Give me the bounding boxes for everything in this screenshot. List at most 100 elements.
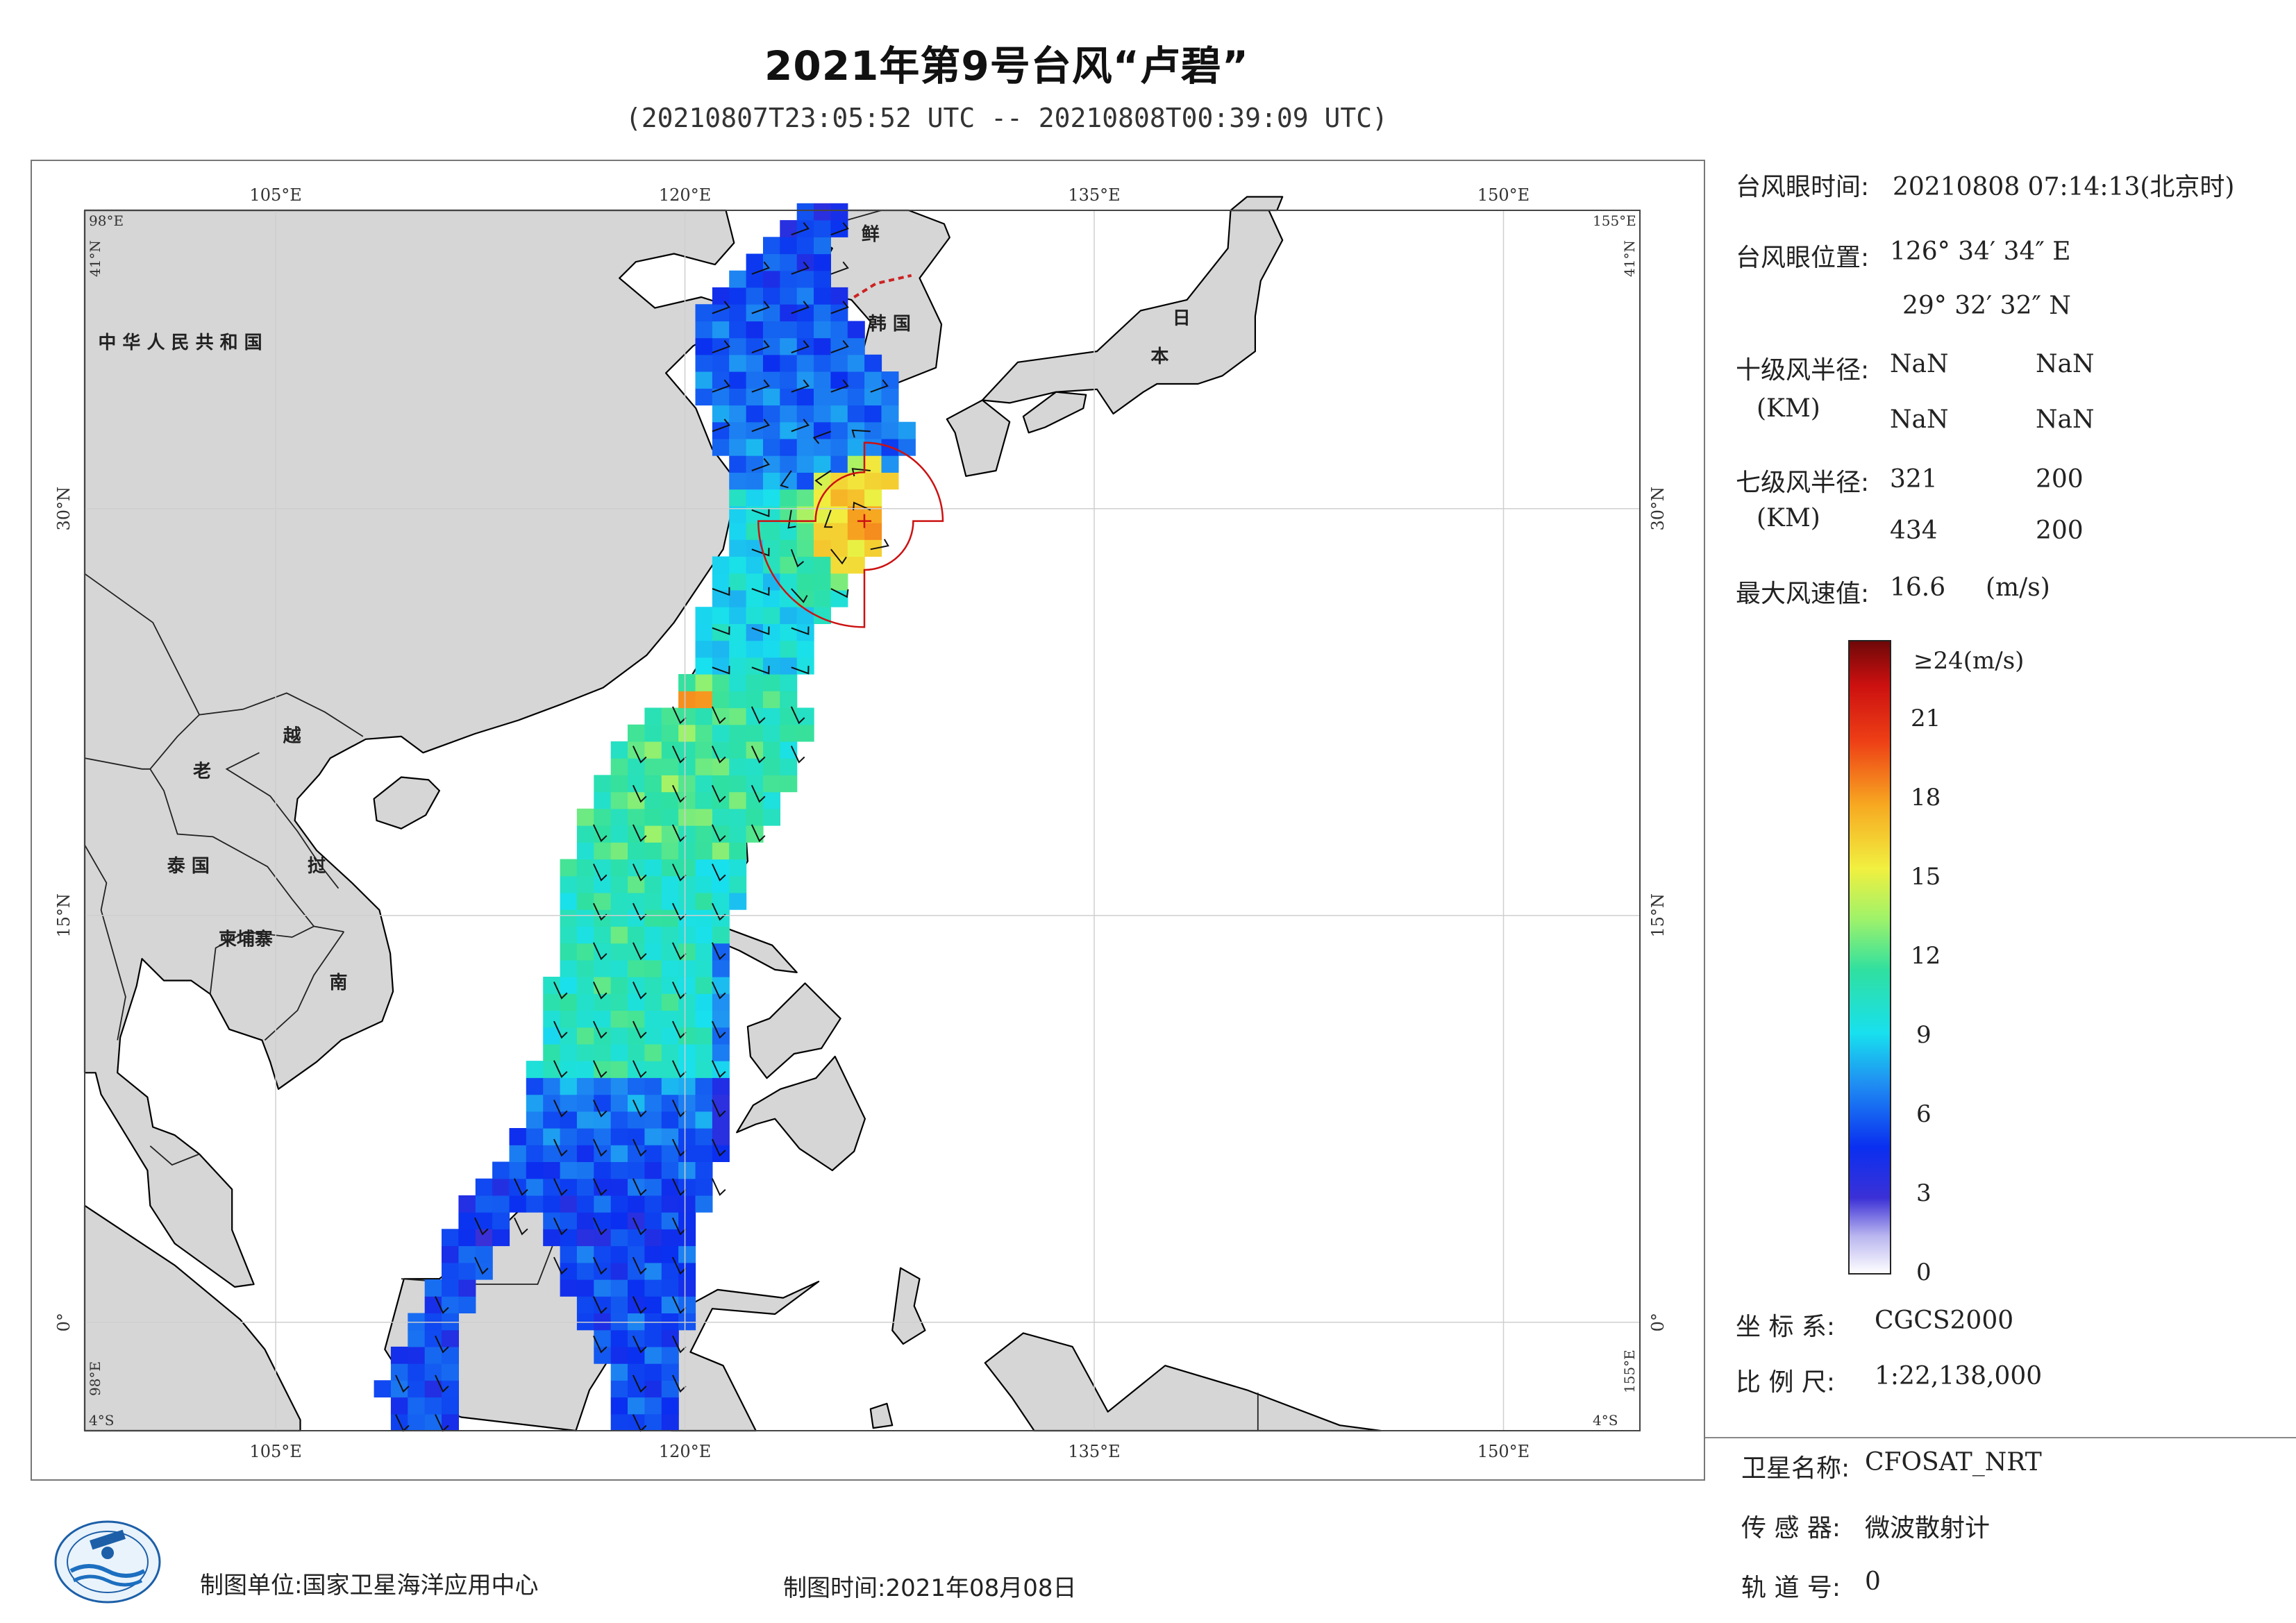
wind-barb — [751, 587, 770, 596]
wind-cell — [780, 405, 798, 423]
wind-cell — [594, 1313, 612, 1331]
wind-cell — [661, 1128, 679, 1145]
r7-label: 七级风半径: — [1736, 469, 1870, 497]
wind-cell — [475, 1245, 493, 1263]
lon-tick-label-bottom: 120°E — [659, 1442, 711, 1461]
wind-cell — [712, 1077, 730, 1095]
colorbar-tick-label: 18 — [1911, 784, 1941, 812]
wind-cell — [610, 1296, 628, 1313]
wind-cell — [695, 657, 713, 675]
wind-cell — [763, 707, 780, 725]
wind-barb — [395, 1374, 410, 1393]
wind-cell — [628, 1212, 645, 1229]
wind-cell — [729, 489, 747, 507]
wind-cell — [712, 842, 730, 860]
wind-cell — [644, 1229, 662, 1247]
wind-cell — [898, 438, 916, 456]
wind-cell — [830, 321, 848, 339]
wind-cell — [594, 1229, 612, 1247]
wind-cell — [661, 741, 679, 759]
wind-cell — [442, 1245, 459, 1263]
wind-cell — [780, 287, 798, 305]
wind-cell — [442, 1380, 459, 1398]
wind-cell — [746, 573, 764, 591]
wind-cell — [712, 808, 730, 826]
wind-cell — [796, 421, 814, 439]
wind-barb — [711, 784, 726, 803]
wind-barb — [830, 261, 849, 275]
wind-cell — [712, 1010, 730, 1028]
wind-cell — [661, 1245, 679, 1263]
wind-cell — [610, 1363, 628, 1381]
wind-barb — [751, 706, 766, 725]
wind-cell — [628, 1043, 645, 1061]
wind-cell — [695, 943, 713, 961]
wind-cell — [661, 1413, 679, 1431]
border-dmz — [853, 274, 912, 298]
wind-barb — [823, 510, 833, 528]
wind-cell — [780, 758, 798, 775]
wind-cell — [576, 1111, 594, 1129]
wind-cell — [712, 438, 730, 456]
wind-cell — [729, 472, 747, 490]
wind-cell — [576, 808, 594, 826]
lat-tick-label-right: 15°N — [1648, 893, 1668, 938]
wind-cell — [729, 607, 747, 624]
wind-barb — [592, 1138, 607, 1157]
wind-cell — [594, 1212, 612, 1229]
wind-barb — [632, 942, 647, 961]
wind-cell — [678, 1077, 696, 1095]
wind-cell — [661, 1279, 679, 1297]
wind-cell — [424, 1397, 442, 1415]
wind-cell — [492, 1178, 510, 1196]
wind-cell — [644, 842, 662, 860]
wind-barb — [632, 1217, 647, 1236]
wind-cell — [644, 1363, 662, 1381]
wind-barb — [712, 379, 730, 393]
wind-cell — [526, 1195, 544, 1213]
wind-cell — [594, 1195, 612, 1213]
wind-cell — [712, 607, 730, 624]
wind-cell — [729, 321, 747, 339]
wind-cell — [763, 321, 780, 339]
wind-cell — [644, 993, 662, 1011]
wind-cell — [729, 304, 747, 321]
border-line — [149, 714, 344, 933]
wind-cell — [576, 825, 594, 843]
wind-cell — [644, 1027, 662, 1045]
wind-cell — [695, 909, 713, 927]
wind-cell — [763, 270, 780, 288]
wind-cell — [644, 1313, 662, 1331]
wind-cell — [796, 573, 814, 591]
wind-cell — [695, 892, 713, 910]
wind-cell — [644, 1380, 662, 1398]
wind-barb — [830, 339, 849, 354]
r10-label: 十级风半径: — [1736, 356, 1870, 385]
wind-cell — [678, 1313, 696, 1331]
wind-cell — [644, 892, 662, 910]
border-line — [264, 931, 345, 1041]
wind-cell — [695, 859, 713, 877]
wind-cell — [560, 926, 578, 944]
wind-cell — [560, 977, 578, 994]
wind-cell — [814, 523, 831, 540]
corner-label: 98°E — [89, 212, 124, 229]
wind-cell — [610, 1027, 628, 1045]
map-title: 2021年第9号台风“卢碧” — [764, 42, 1250, 90]
corner-label: 98°E — [87, 1361, 103, 1396]
wind-cell — [576, 1229, 594, 1247]
wind-cell — [729, 808, 747, 826]
wind-cell — [729, 371, 747, 389]
wind-barb — [592, 1099, 607, 1118]
wind-cell — [610, 875, 628, 893]
wind-cell — [780, 337, 798, 355]
wind-barb — [632, 864, 647, 882]
wind-cell — [796, 237, 814, 255]
lat-tick-label-right: 30°N — [1648, 487, 1668, 531]
wind-cell — [560, 1145, 578, 1162]
nsoas-logo — [54, 1520, 161, 1604]
r7-value-se: 200 — [2036, 465, 2084, 494]
wind-cell — [661, 926, 679, 944]
wind-cell — [763, 388, 780, 406]
wind-cell — [712, 1145, 730, 1162]
